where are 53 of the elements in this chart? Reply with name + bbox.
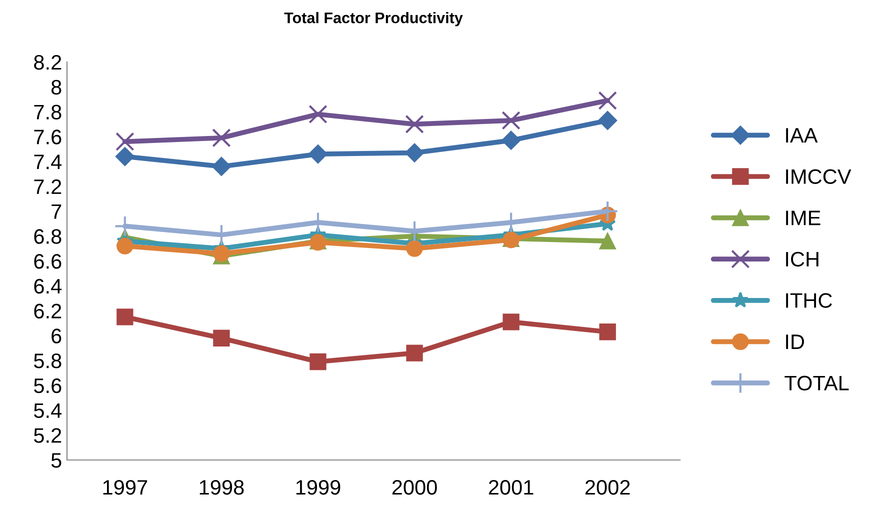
point <box>502 111 520 130</box>
point <box>406 240 423 257</box>
x-tick-label: 1997 <box>103 480 148 495</box>
x-tick-label: 2000 <box>392 480 437 495</box>
y-tick-label: 6.2 <box>34 304 62 319</box>
point <box>502 314 520 330</box>
y-tick-label: 7.2 <box>34 179 62 194</box>
legend-label: TOTAL <box>784 376 849 390</box>
point <box>310 234 326 251</box>
y-tick-label: 7 <box>52 204 62 219</box>
y-tick-label: 5.4 <box>34 403 62 418</box>
point <box>308 104 328 124</box>
y-tick-label: 5.2 <box>34 428 62 443</box>
y-tick-label: 6 <box>52 328 62 344</box>
y-tick-label: 5.6 <box>34 378 62 394</box>
point <box>308 144 328 164</box>
y-tick-label: 7.4 <box>34 154 62 170</box>
legend-label: IME <box>786 210 820 226</box>
point <box>599 324 616 340</box>
y-tick-label: 6.6 <box>34 254 62 269</box>
point <box>310 353 326 370</box>
y-tick-label: 8.2 <box>34 55 62 70</box>
point <box>116 308 134 326</box>
point <box>598 110 618 130</box>
point <box>406 344 423 362</box>
legend-label: ICH <box>786 252 818 267</box>
y-tick-label: 6.8 <box>34 229 62 244</box>
legend-label: IAA <box>786 128 818 142</box>
point <box>116 238 134 254</box>
chart-title: Total Factor Productivity <box>284 12 463 26</box>
legend-label: ID <box>786 334 804 349</box>
point <box>502 130 521 150</box>
x-tick-label: 2002 <box>585 480 630 495</box>
point <box>502 232 520 248</box>
legend-label: ITHC <box>786 293 832 308</box>
y-tick-label: 6.4 <box>34 278 62 294</box>
y-tick-label: 8 <box>51 80 62 95</box>
x-tick-label: 1999 <box>296 480 340 495</box>
y-tick-label: 5.8 <box>34 354 62 368</box>
legend-label: IMCCV <box>786 169 852 184</box>
point <box>599 232 616 250</box>
point <box>116 132 134 151</box>
y-tick-label: 7.8 <box>34 104 62 120</box>
y-tick-label: 7.6 <box>34 130 62 144</box>
point <box>212 156 231 176</box>
point <box>212 128 231 148</box>
y-tick-label: 5 <box>51 453 62 468</box>
x-tick-label: 1998 <box>200 480 244 495</box>
point <box>213 330 230 346</box>
point <box>115 146 134 166</box>
point <box>405 114 424 134</box>
point <box>598 91 617 110</box>
x-tick-label: 2001 <box>488 480 534 495</box>
